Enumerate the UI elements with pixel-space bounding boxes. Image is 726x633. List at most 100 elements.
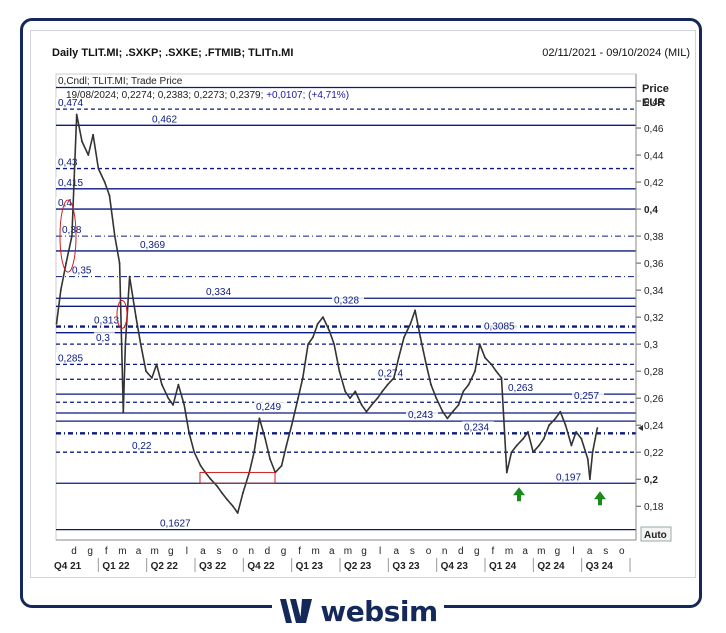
y-tick-label: 0,22	[644, 448, 664, 459]
price-point	[183, 404, 186, 406]
x-quarter-label: Q3 22	[199, 561, 227, 572]
level-label-bg	[506, 382, 538, 394]
price-point	[150, 377, 153, 379]
level-label-bg	[376, 367, 408, 379]
x-month-label: g	[474, 546, 480, 557]
y-tick-label: 0,36	[644, 259, 664, 270]
price-point	[538, 444, 540, 447]
price-point	[122, 410, 125, 413]
price-point	[564, 424, 567, 427]
level-label-bg	[554, 471, 586, 483]
price-point	[307, 343, 310, 346]
x-month-label: o	[232, 546, 238, 557]
x-month-label: n	[442, 546, 448, 557]
x-month-label: m	[312, 546, 320, 557]
y-tick-label: 0,42	[644, 178, 664, 189]
price-point	[316, 322, 319, 325]
y-tick-label: 0,32	[644, 313, 664, 324]
price-point	[269, 458, 271, 460]
price-line	[55, 113, 599, 514]
level-label: 0,257	[574, 391, 599, 402]
grid-layer	[55, 73, 637, 541]
price-point	[297, 397, 299, 400]
price-point	[97, 167, 100, 170]
level-label-bg	[406, 409, 438, 421]
level-label: 0,263	[508, 383, 533, 394]
x-month-label: m	[118, 546, 126, 557]
auto-scale-label[interactable]: Auto	[644, 530, 667, 541]
axis-unit-price: Price	[642, 83, 669, 95]
level-label: 0,243	[408, 410, 433, 421]
level-label-bg	[56, 176, 88, 188]
x-month-label: s	[410, 546, 415, 557]
legend-change: +0,0107; (+4,71%)	[266, 90, 349, 101]
x-month-label: m	[505, 546, 513, 557]
y-tick-label: 0,38	[644, 232, 664, 243]
axis-unit-eur: EUR	[642, 97, 665, 109]
price-point	[586, 458, 589, 460]
level-label: 0,3	[96, 333, 110, 344]
y-tick-label: 0,4	[644, 205, 658, 216]
price-point	[328, 329, 331, 332]
price-point	[559, 410, 562, 413]
price-point	[451, 410, 454, 413]
x-month-label: m	[150, 546, 158, 557]
level-label: 0,462	[152, 114, 177, 125]
price-point	[441, 410, 444, 413]
price-point	[118, 262, 121, 265]
level-label-bg	[56, 197, 77, 209]
price-point	[188, 431, 190, 433]
level-label-bg	[56, 97, 88, 109]
level-label-bg	[92, 314, 124, 326]
price-point	[209, 478, 212, 481]
x-quarter-label: Q2 24	[537, 561, 565, 572]
x-quarter-label: Q4 22	[247, 561, 275, 572]
auto-scale-box[interactable]	[640, 526, 672, 542]
x-month-label: d	[71, 546, 77, 557]
price-point	[589, 478, 591, 481]
level-label: 0,285	[58, 353, 83, 364]
price-point	[280, 464, 283, 467]
brand-logo: websim	[272, 593, 444, 629]
price-point	[155, 363, 158, 366]
y-tick-label: 0,2	[644, 475, 658, 486]
level-label: 0,22	[132, 441, 152, 452]
price-point	[575, 431, 578, 433]
price-point	[435, 397, 438, 400]
price-point	[81, 140, 83, 143]
level-label: 0,313	[94, 316, 119, 327]
x-month-label: l	[379, 546, 381, 557]
x-quarter-label: Q3 24	[586, 561, 614, 572]
price-point	[490, 363, 493, 366]
websim-logo-icon	[280, 599, 313, 623]
price-point	[365, 410, 368, 413]
price-point	[527, 431, 529, 433]
x-month-label: o	[426, 546, 432, 557]
up-arrow-icon	[513, 487, 525, 502]
price-point	[285, 444, 288, 447]
price-point	[232, 505, 234, 508]
price-point	[322, 316, 324, 319]
price-point	[403, 336, 405, 339]
chart-title: Daily TLIT.MI; .SXKP; .SXKE; .FTMIB; TLI…	[52, 47, 294, 59]
price-point	[554, 417, 557, 420]
x-quarter-label: Q2 22	[151, 561, 179, 572]
price-point	[515, 444, 518, 447]
price-point	[103, 181, 106, 183]
price-point	[467, 383, 470, 386]
x-month-label: n	[248, 546, 254, 557]
level-label-bg	[138, 238, 170, 250]
price-point	[59, 289, 62, 292]
price-point	[226, 498, 228, 501]
y-tick-label: 0,34	[644, 286, 664, 297]
price-point	[167, 397, 170, 400]
annotations-layer	[59, 199, 606, 506]
price-point	[253, 451, 256, 454]
y-tick-label: 0,28	[644, 367, 664, 378]
x-quarter-label: Q4 21	[54, 561, 82, 572]
price-point	[311, 336, 314, 339]
y-tick-label: 0,26	[644, 394, 664, 405]
y-tick-label: 0,24	[644, 421, 664, 432]
support-resistance-levels: 0,4740,4620,430,4150,40,380,3690,350,334…	[56, 86, 636, 531]
